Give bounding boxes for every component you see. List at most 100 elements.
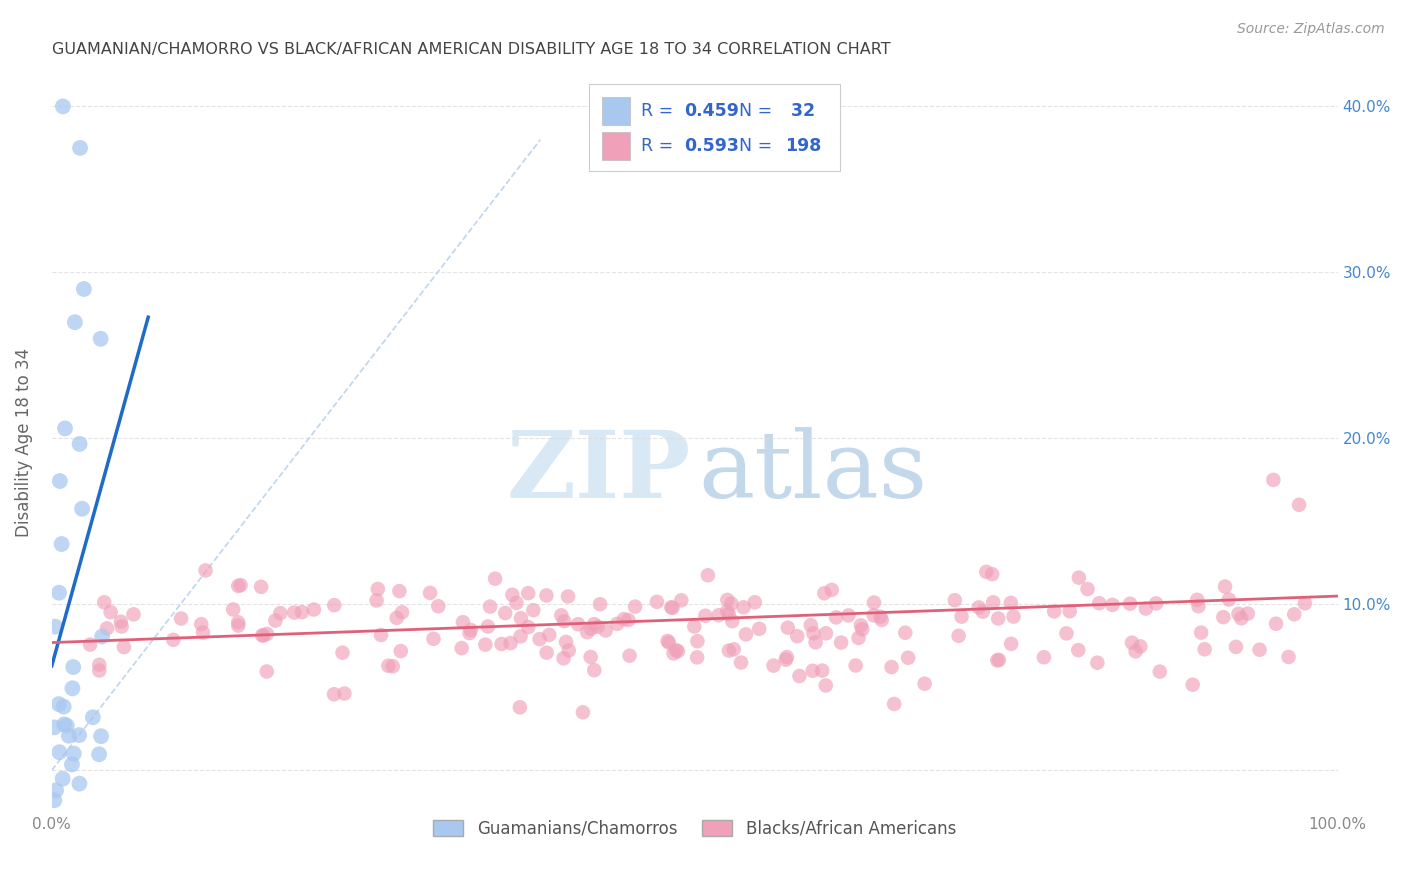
Bar — [602, 132, 630, 161]
Point — [479, 599, 502, 614]
Point — [264, 614, 287, 628]
Point — [730, 656, 752, 670]
Point — [96, 621, 118, 635]
Point — [914, 676, 936, 690]
Point — [1067, 571, 1090, 585]
Point — [69, 141, 91, 155]
Point — [744, 595, 766, 609]
Point — [1135, 601, 1157, 615]
Point — [536, 589, 558, 603]
Point — [786, 629, 808, 643]
Point — [1236, 607, 1258, 621]
Point — [391, 605, 413, 619]
Text: Source: ZipAtlas.com: Source: ZipAtlas.com — [1237, 22, 1385, 37]
Point — [1149, 665, 1171, 679]
Y-axis label: Disability Age 18 to 34: Disability Age 18 to 34 — [15, 348, 32, 537]
Point — [250, 580, 273, 594]
Point — [226, 618, 249, 632]
Point — [1125, 644, 1147, 658]
Point — [536, 646, 558, 660]
Point — [813, 586, 835, 600]
Point — [658, 635, 681, 649]
Point — [1194, 642, 1216, 657]
Point — [377, 658, 399, 673]
Point — [550, 608, 572, 623]
Point — [111, 619, 134, 633]
Point — [79, 638, 101, 652]
Point — [323, 687, 346, 701]
Point — [800, 618, 823, 632]
Point — [517, 586, 540, 600]
Point — [370, 628, 392, 642]
Point — [1101, 598, 1123, 612]
Point — [557, 643, 579, 657]
Point — [1077, 582, 1099, 596]
Point — [723, 642, 745, 657]
Point — [1144, 596, 1167, 610]
Point — [849, 618, 872, 632]
Point — [776, 650, 799, 665]
Point — [1263, 473, 1285, 487]
Point — [775, 653, 797, 667]
Point — [62, 660, 84, 674]
Point — [450, 641, 472, 656]
Point — [52, 699, 75, 714]
Text: 0.459: 0.459 — [685, 102, 740, 120]
Text: R =: R = — [641, 102, 679, 120]
Point — [830, 635, 852, 649]
Text: 0.593: 0.593 — [685, 137, 740, 155]
Point — [1119, 597, 1142, 611]
Point — [62, 747, 84, 761]
Point — [509, 629, 531, 643]
Point — [87, 747, 110, 762]
Point — [883, 697, 905, 711]
Point — [509, 700, 531, 714]
Point — [683, 619, 706, 633]
Text: R =: R = — [641, 137, 679, 155]
Point — [70, 501, 93, 516]
Point — [717, 643, 740, 657]
Point — [748, 622, 770, 636]
Point — [226, 615, 249, 630]
Point — [837, 608, 859, 623]
Point — [659, 600, 682, 615]
Point — [976, 565, 998, 579]
Point — [89, 664, 111, 678]
Point — [897, 650, 920, 665]
Point — [44, 720, 66, 734]
Point — [972, 605, 994, 619]
Point — [366, 593, 388, 607]
Point — [48, 585, 70, 599]
Point — [967, 600, 990, 615]
Point — [624, 599, 647, 614]
Point — [579, 622, 602, 636]
Point — [804, 635, 827, 649]
Point — [67, 777, 90, 791]
Point — [252, 628, 274, 642]
Point — [55, 719, 77, 733]
Point — [686, 650, 709, 665]
Point — [1249, 642, 1271, 657]
Point — [44, 620, 66, 634]
Point — [191, 625, 214, 640]
Text: N =: N = — [728, 102, 778, 120]
Point — [1002, 609, 1025, 624]
Point — [579, 650, 602, 665]
Point — [880, 660, 903, 674]
Point — [53, 421, 76, 435]
Point — [1121, 635, 1143, 649]
Point — [73, 282, 96, 296]
Point — [657, 634, 679, 648]
Point — [67, 728, 90, 742]
Text: 32: 32 — [785, 102, 815, 120]
Point — [606, 616, 628, 631]
Point — [869, 609, 891, 624]
Point — [529, 632, 551, 647]
Point — [1129, 640, 1152, 654]
Legend: Guamanians/Chamorros, Blacks/African Americans: Guamanians/Chamorros, Blacks/African Ame… — [427, 813, 963, 844]
Point — [576, 625, 599, 640]
Point — [803, 626, 825, 640]
Point — [717, 607, 740, 621]
Point — [721, 614, 744, 628]
Point — [1088, 596, 1111, 610]
